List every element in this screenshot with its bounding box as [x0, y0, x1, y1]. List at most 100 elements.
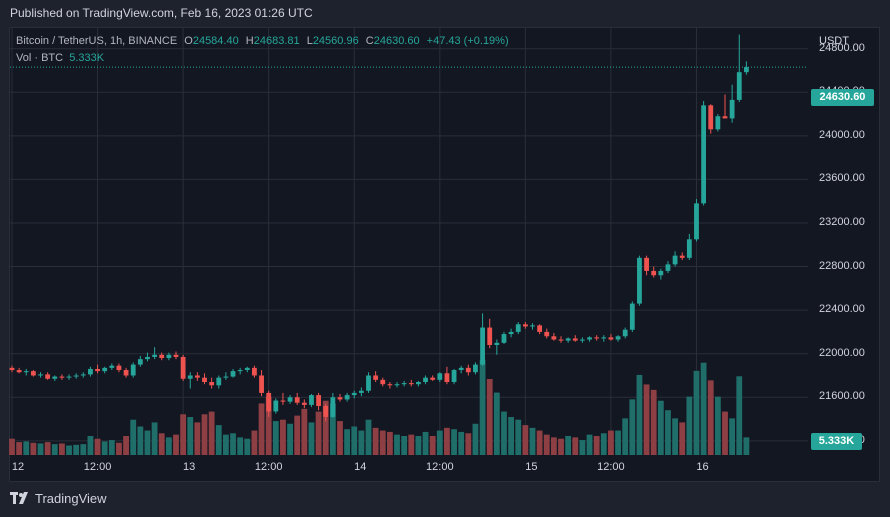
volume-bar — [486, 379, 493, 455]
candle-body — [66, 376, 72, 378]
candle-body — [358, 390, 364, 393]
candle-body — [444, 373, 450, 383]
candle-body — [580, 339, 585, 341]
symbol-legend: Bitcoin / TetherUS, 1h, BINANCE O24584.4… — [16, 35, 509, 47]
volume-bar — [422, 431, 429, 455]
candle-body — [351, 392, 357, 396]
symbol-title: Bitcoin / TetherUS, 1h, BINANCE — [16, 35, 178, 47]
candle-body — [544, 331, 550, 337]
volume-bar — [16, 442, 23, 455]
candle-body — [615, 336, 621, 340]
volume-bar — [458, 431, 465, 455]
candle-body — [679, 255, 685, 258]
candle-body — [344, 395, 350, 400]
candle-body — [152, 354, 157, 357]
candle-body — [252, 367, 257, 376]
volume-bar — [287, 423, 293, 455]
candle-body — [644, 257, 649, 271]
close-value: 24630.60 — [373, 35, 420, 47]
candle-body — [522, 324, 528, 327]
candle-body — [494, 342, 500, 345]
candle-body — [701, 105, 707, 204]
candle-body — [736, 72, 742, 100]
change-value: +47.43 (+0.19%) — [426, 35, 509, 47]
candle-body — [330, 397, 336, 417]
volume-bar — [643, 384, 650, 455]
volume-bar — [686, 396, 693, 455]
candle-body — [216, 377, 222, 386]
volume-bar — [501, 411, 507, 455]
candle-body — [401, 383, 407, 385]
candle-body — [187, 375, 193, 379]
volume-bar — [223, 434, 229, 455]
volume-bar — [144, 430, 151, 455]
volume-bar — [66, 445, 72, 455]
volume-bar — [629, 399, 636, 455]
price-tick-label: 21600.00 — [819, 390, 865, 403]
volume-bar — [722, 411, 728, 455]
volume-value: 5.333K — [69, 52, 105, 64]
candle-body — [266, 392, 272, 412]
volume-bar — [508, 417, 514, 455]
tradingview-icon — [10, 492, 28, 504]
volume-legend: Vol · BTC 5.333K — [16, 52, 104, 64]
volume-bar — [636, 374, 643, 455]
volume-bar — [351, 426, 358, 455]
time-tick-label: 14 — [354, 461, 367, 473]
candle-body — [722, 116, 728, 119]
candle-body — [337, 397, 343, 400]
volume-bar — [394, 434, 400, 455]
volume-bar — [600, 433, 607, 455]
volume-bar — [116, 442, 122, 455]
candle-body — [487, 327, 493, 345]
volume-bar — [622, 418, 629, 455]
volume-bar — [572, 437, 579, 455]
candle-body — [9, 367, 15, 371]
candle-body — [194, 375, 200, 378]
volume-bar — [615, 430, 621, 455]
last-price-tag: 24630.60 — [811, 89, 874, 106]
volume-bar — [215, 425, 222, 455]
candle-body — [387, 384, 393, 386]
time-tick-label: 12:00 — [83, 461, 112, 473]
volume-bar — [329, 403, 336, 455]
volume-bar — [173, 434, 179, 455]
volume-bar — [208, 411, 215, 455]
open-label: O — [184, 35, 193, 47]
low-label: L — [306, 35, 313, 47]
price-candles — [9, 34, 749, 422]
volume-bar — [94, 438, 101, 455]
candle-body — [301, 402, 307, 405]
candle-body — [309, 395, 314, 405]
volume-bar — [529, 427, 536, 455]
volume-bar — [736, 376, 743, 455]
price-tick-label: 23200.00 — [819, 215, 865, 228]
volume-bar — [9, 438, 15, 455]
time-tick-label: 13 — [182, 461, 196, 473]
volume-bar — [408, 434, 415, 455]
volume-bar — [436, 430, 443, 455]
volume-bar — [23, 441, 30, 455]
tradingview-logo[interactable]: TradingView — [10, 491, 107, 506]
volume-bar — [130, 419, 137, 455]
candle-body — [530, 325, 535, 327]
volume-bar — [165, 437, 172, 455]
candle-body — [743, 67, 749, 73]
price-tick-label: 24800.00 — [819, 41, 865, 54]
volume-bar — [80, 444, 87, 455]
candle-body — [686, 239, 692, 258]
candle-body — [501, 334, 507, 343]
candle-body — [137, 359, 143, 365]
candle-body — [280, 400, 286, 402]
chart-panel[interactable] — [9, 27, 880, 482]
candle-body — [508, 331, 514, 335]
candle-body — [316, 395, 321, 406]
volume-bar — [258, 403, 265, 455]
candle-body — [73, 375, 79, 377]
candle-body — [16, 370, 22, 373]
volume-bars — [9, 360, 750, 455]
candle-body — [80, 374, 86, 376]
volume-bar — [679, 422, 686, 455]
candle-body — [102, 367, 108, 372]
